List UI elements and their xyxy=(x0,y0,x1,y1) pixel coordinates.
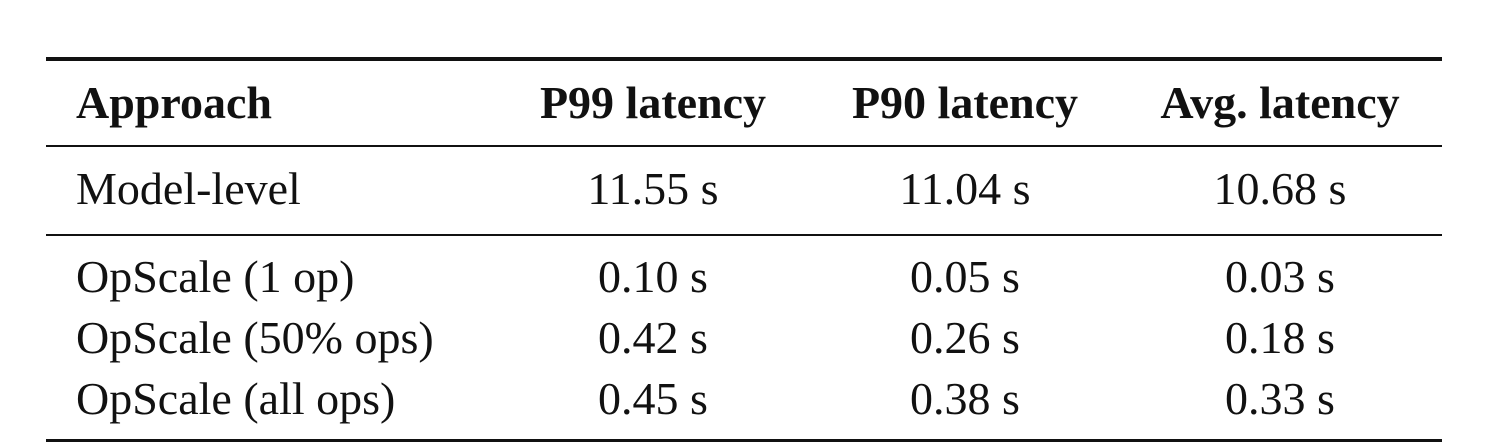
row-avg-cell: 10.68 s xyxy=(1213,163,1347,214)
row-approach-cell: OpScale (all ops) xyxy=(76,373,396,424)
header-separator-rule xyxy=(46,145,1442,147)
row-p99-cell: 0.45 s xyxy=(598,373,708,424)
row-avg-cell: 0.03 s xyxy=(1225,251,1335,302)
row-approach-cell: Model-level xyxy=(76,163,301,214)
row-p90-cell: 11.04 s xyxy=(899,163,1031,214)
row-avg-cell: 0.18 s xyxy=(1225,312,1335,363)
header-p99-latency: P99 latency xyxy=(539,77,767,128)
row-p99-cell: 0.10 s xyxy=(598,251,708,302)
row-p90-cell: 0.38 s xyxy=(910,373,1020,424)
header-avg-latency: Avg. latency xyxy=(1160,77,1400,128)
row-approach-cell: OpScale (1 op) xyxy=(76,251,355,302)
row-p99-cell: 11.55 s xyxy=(587,163,719,214)
row-p90-cell: 0.26 s xyxy=(910,312,1020,363)
header-p90-latency: P90 latency xyxy=(851,77,1079,128)
row-p90-cell: 0.05 s xyxy=(910,251,1020,302)
row-avg-cell: 0.33 s xyxy=(1225,373,1335,424)
row-approach-cell: OpScale (50% ops) xyxy=(76,312,434,363)
group-separator-rule xyxy=(46,234,1442,236)
table-bottom-rule xyxy=(46,439,1442,442)
row-p99-cell: 0.42 s xyxy=(598,312,708,363)
header-approach: Approach xyxy=(76,77,272,128)
table-top-rule xyxy=(46,57,1442,61)
